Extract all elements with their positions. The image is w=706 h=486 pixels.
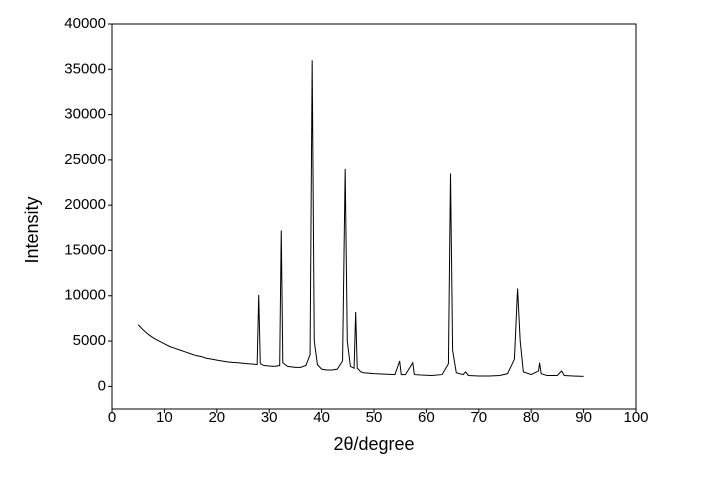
x-tick-label: 60 (418, 409, 435, 426)
data-line (137, 60, 584, 377)
y-tick-label: 40000 (64, 15, 106, 32)
y-tick-label: 20000 (64, 196, 106, 213)
x-tick-label: 80 (523, 409, 540, 426)
x-tick-label: 100 (623, 409, 648, 426)
y-tick-label: 30000 (64, 106, 106, 123)
x-tick-label: 30 (261, 409, 278, 426)
x-tick-label: 50 (366, 409, 383, 426)
x-tick-label: 20 (208, 409, 225, 426)
y-tick-label: 10000 (64, 287, 106, 304)
y-tick-label: 5000 (73, 332, 106, 349)
x-tick-label: 10 (156, 409, 173, 426)
y-tick-label: 15000 (64, 241, 106, 258)
x-axis-label: 2θ/degree (333, 434, 414, 454)
x-tick-label: 90 (575, 409, 592, 426)
x-tick-label: 70 (470, 409, 487, 426)
x-tick-label: 0 (108, 409, 116, 426)
y-tick-label: 35000 (64, 60, 106, 77)
plot-frame (111, 23, 637, 410)
y-tick-label: 25000 (64, 151, 106, 168)
y-tick-label: 0 (98, 377, 106, 394)
y-axis-label: Intensity (22, 196, 42, 263)
x-tick-label: 40 (313, 409, 330, 426)
